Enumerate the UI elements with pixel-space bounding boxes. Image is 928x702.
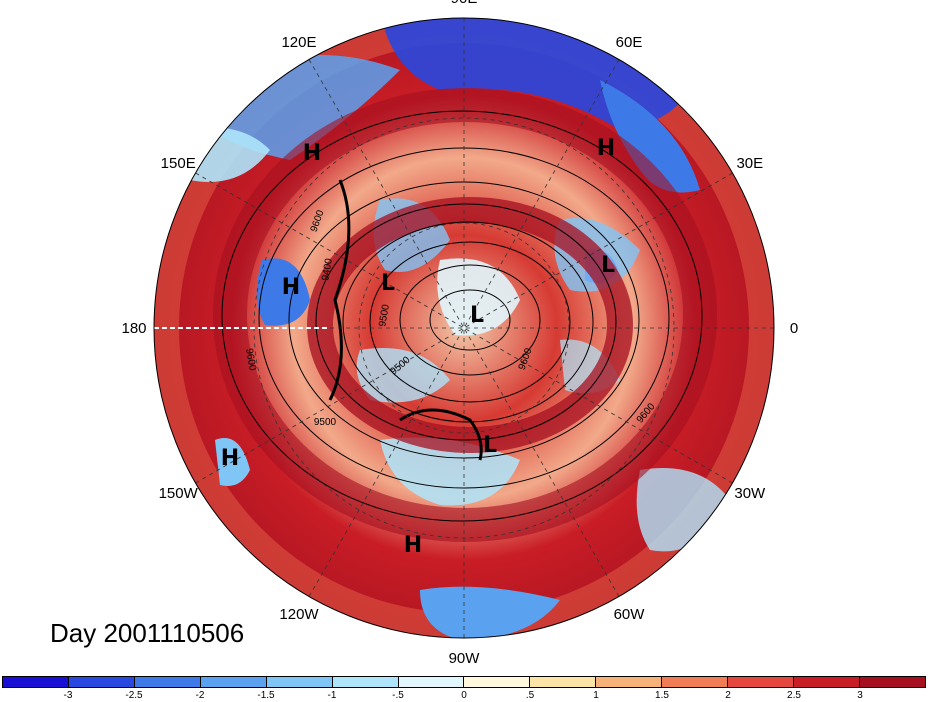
longitude-label: 90E xyxy=(451,0,478,7)
colorbar-tick-label: -2 xyxy=(195,690,205,701)
colorbar-cell xyxy=(859,677,925,687)
high-pressure-label: H xyxy=(221,446,239,471)
map-border xyxy=(153,17,775,639)
colorbar-cell xyxy=(200,677,267,687)
colorbar-tick-labels: -3 -2.5 -2 -1.5 -1 -.5 0 .5 1 1.5 2 2.5 3 xyxy=(2,690,926,702)
longitude-label: 150E xyxy=(161,155,196,172)
colorbar xyxy=(2,676,926,688)
longitude-labels: 90E 60E 30E 0 30W 60W 90W 120W 150W 180 150E 120E xyxy=(121,0,798,667)
longitude-label: 30W xyxy=(734,485,766,502)
high-pressure-label: H xyxy=(303,141,321,166)
colorbar-tick-label: -3 xyxy=(63,690,73,701)
colorbar-cell xyxy=(530,677,597,687)
longitude-label: 60W xyxy=(614,606,646,623)
longitude-label: 60E xyxy=(616,34,643,51)
colorbar-tick-label: 1 xyxy=(593,690,599,701)
longitude-label: 0 xyxy=(790,320,798,337)
colorbar-tick-label: -1.5 xyxy=(257,690,275,701)
colorbar-tick-label: .5 xyxy=(525,690,535,701)
colorbar-cell xyxy=(332,677,399,687)
pressure-system-labels: H H H H H L L L L xyxy=(221,136,615,558)
day-title: Day 2001110506 xyxy=(50,618,245,648)
colorbar-tick-label: 0 xyxy=(461,690,467,701)
colorbar-tick-label: -.5 xyxy=(392,690,404,701)
contour-label: 9600 xyxy=(243,348,258,372)
contour-label: 9500 xyxy=(314,417,337,428)
colorbar-cell xyxy=(728,677,795,687)
colorbar-tick-label: 1.5 xyxy=(655,690,669,701)
colorbar-cell xyxy=(398,677,465,687)
colorbar-cell xyxy=(662,677,729,687)
high-pressure-label: H xyxy=(404,533,422,558)
colorbar-tick-label: -2.5 xyxy=(125,690,143,701)
contour-label: 9500 xyxy=(377,303,392,327)
colorbar-cell xyxy=(134,677,201,687)
longitude-label: 180 xyxy=(121,320,146,337)
longitude-label: 90W xyxy=(449,650,481,667)
longitude-label: 120E xyxy=(281,34,316,51)
colorbar-cell xyxy=(266,677,333,687)
contour-label: 9400 xyxy=(320,257,335,281)
colorbar-cell xyxy=(596,677,663,687)
colorbar-cell xyxy=(3,677,69,687)
colorbar-tick-label: -1 xyxy=(327,690,337,701)
anomaly-field xyxy=(154,18,774,638)
colorbar-cell xyxy=(464,677,531,687)
high-pressure-label: H xyxy=(282,275,300,300)
colorbar-cell xyxy=(68,677,135,687)
low-pressure-label: L xyxy=(470,303,484,328)
low-pressure-label: L xyxy=(381,271,395,296)
high-pressure-label: H xyxy=(597,136,615,161)
longitude-label: 150W xyxy=(159,485,199,502)
colorbar-cell xyxy=(794,677,860,687)
longitude-label: 120W xyxy=(279,606,319,623)
low-pressure-label: L xyxy=(601,253,615,278)
colorbar-tick-label: 3 xyxy=(857,690,863,701)
colorbar-tick-label: 2 xyxy=(725,690,731,701)
low-pressure-label: L xyxy=(483,433,497,458)
longitude-label: 30E xyxy=(736,155,763,172)
colorbar-tick-label: 2.5 xyxy=(787,690,801,701)
